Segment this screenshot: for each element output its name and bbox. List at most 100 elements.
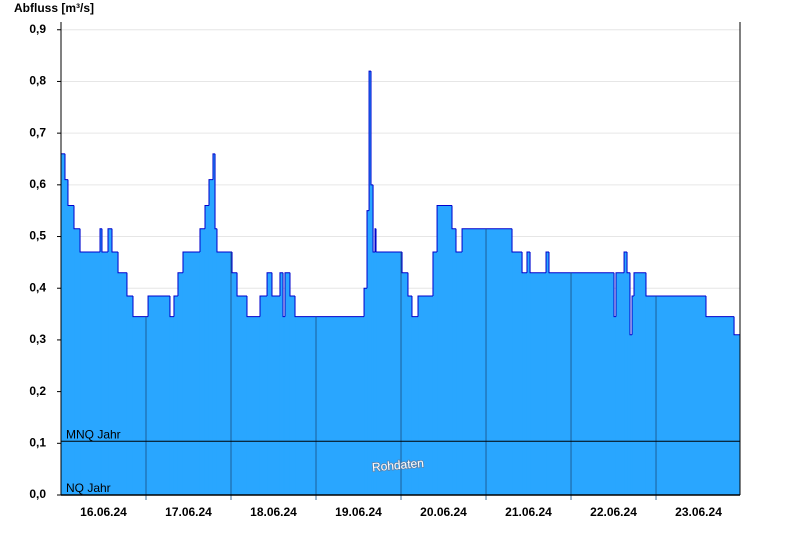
area-step	[407, 295, 413, 495]
area-step	[452, 228, 457, 496]
y-tick-label: 0,1	[29, 435, 46, 449]
area-step	[112, 252, 119, 495]
step-line	[212, 153, 216, 180]
step-line	[629, 272, 633, 336]
x-tick-label: 18.06.24	[250, 505, 297, 519]
area-step	[64, 179, 69, 495]
area-step	[267, 272, 273, 495]
area-step	[118, 272, 128, 495]
area-step	[734, 334, 741, 495]
y-tick-label: 0,7	[29, 125, 46, 139]
step-line	[436, 205, 453, 253]
step-line	[733, 316, 740, 336]
y-tick-label: 0,6	[29, 177, 46, 191]
area-step	[148, 295, 171, 495]
area-step	[108, 228, 113, 496]
area-step	[548, 272, 615, 495]
step-line	[208, 179, 213, 206]
step-line	[455, 228, 463, 253]
x-tick-label: 19.06.24	[335, 505, 382, 519]
step-line	[407, 272, 412, 297]
step-line	[132, 295, 149, 318]
step-line	[126, 272, 133, 297]
area-step	[615, 272, 625, 495]
area-step	[74, 228, 81, 496]
area-step	[634, 272, 647, 495]
step-line	[613, 272, 616, 318]
step-line	[67, 179, 75, 207]
step-line	[64, 153, 68, 181]
step-line	[117, 252, 127, 274]
area-step	[374, 228, 377, 496]
step-line	[246, 295, 260, 318]
x-tick-label: 22.06.24	[590, 505, 637, 519]
area-step	[67, 205, 75, 495]
area-step	[432, 252, 438, 495]
step-line	[266, 272, 272, 296]
area-step	[371, 184, 374, 495]
area-step	[279, 272, 284, 495]
step-line	[417, 295, 433, 317]
step-line	[294, 295, 365, 318]
area-step	[289, 295, 296, 495]
area-step	[169, 316, 175, 495]
area-step	[373, 252, 376, 495]
step-line	[545, 251, 549, 273]
step-line	[529, 252, 547, 274]
area-step	[271, 295, 281, 495]
step-line	[284, 272, 290, 317]
step-line	[147, 295, 170, 317]
step-line	[368, 70, 372, 211]
area-step	[630, 334, 633, 495]
step-line	[101, 228, 109, 253]
y-tick-label: 0,8	[29, 74, 46, 88]
step-line	[372, 184, 375, 253]
step-line	[626, 252, 631, 274]
area-step	[80, 252, 101, 495]
step-line	[182, 251, 200, 273]
step-line	[401, 252, 408, 274]
step-line	[99, 228, 102, 253]
area-step	[456, 252, 463, 495]
step-line	[169, 295, 174, 318]
x-tick-label: 16.06.24	[80, 505, 127, 519]
area-step	[132, 316, 149, 495]
area-step	[237, 295, 248, 495]
area-step	[530, 272, 547, 495]
area-step	[208, 179, 214, 495]
step-line	[432, 251, 438, 296]
area-step	[526, 252, 531, 495]
step-line	[216, 228, 233, 253]
area-step	[624, 252, 628, 495]
area-step	[126, 295, 134, 495]
x-tick-label: 20.06.24	[420, 505, 467, 519]
step-line	[173, 295, 178, 317]
area-step	[614, 316, 617, 495]
step-line	[411, 295, 419, 318]
area-step	[216, 252, 233, 495]
area-step	[376, 252, 403, 495]
step-line	[623, 251, 628, 273]
area-step	[364, 288, 368, 495]
area-step	[212, 153, 216, 495]
area-step	[632, 295, 635, 495]
step-line	[363, 287, 368, 317]
area-step	[645, 295, 707, 495]
reference-label: MNQ Jahr	[66, 427, 121, 441]
y-tick-label: 0,3	[29, 332, 46, 346]
area-step	[61, 153, 66, 495]
step-line	[645, 272, 706, 297]
y-tick-label: 0,9	[29, 22, 46, 36]
area-step	[177, 272, 184, 495]
step-line	[259, 295, 268, 317]
area-step	[418, 295, 434, 495]
area-step	[462, 228, 513, 496]
step-line	[370, 71, 374, 186]
y-tick-label: 0,0	[29, 487, 46, 501]
step-line	[461, 228, 513, 253]
step-line	[289, 272, 296, 297]
area-step	[182, 252, 201, 495]
step-line	[107, 228, 113, 253]
step-line	[214, 153, 217, 230]
